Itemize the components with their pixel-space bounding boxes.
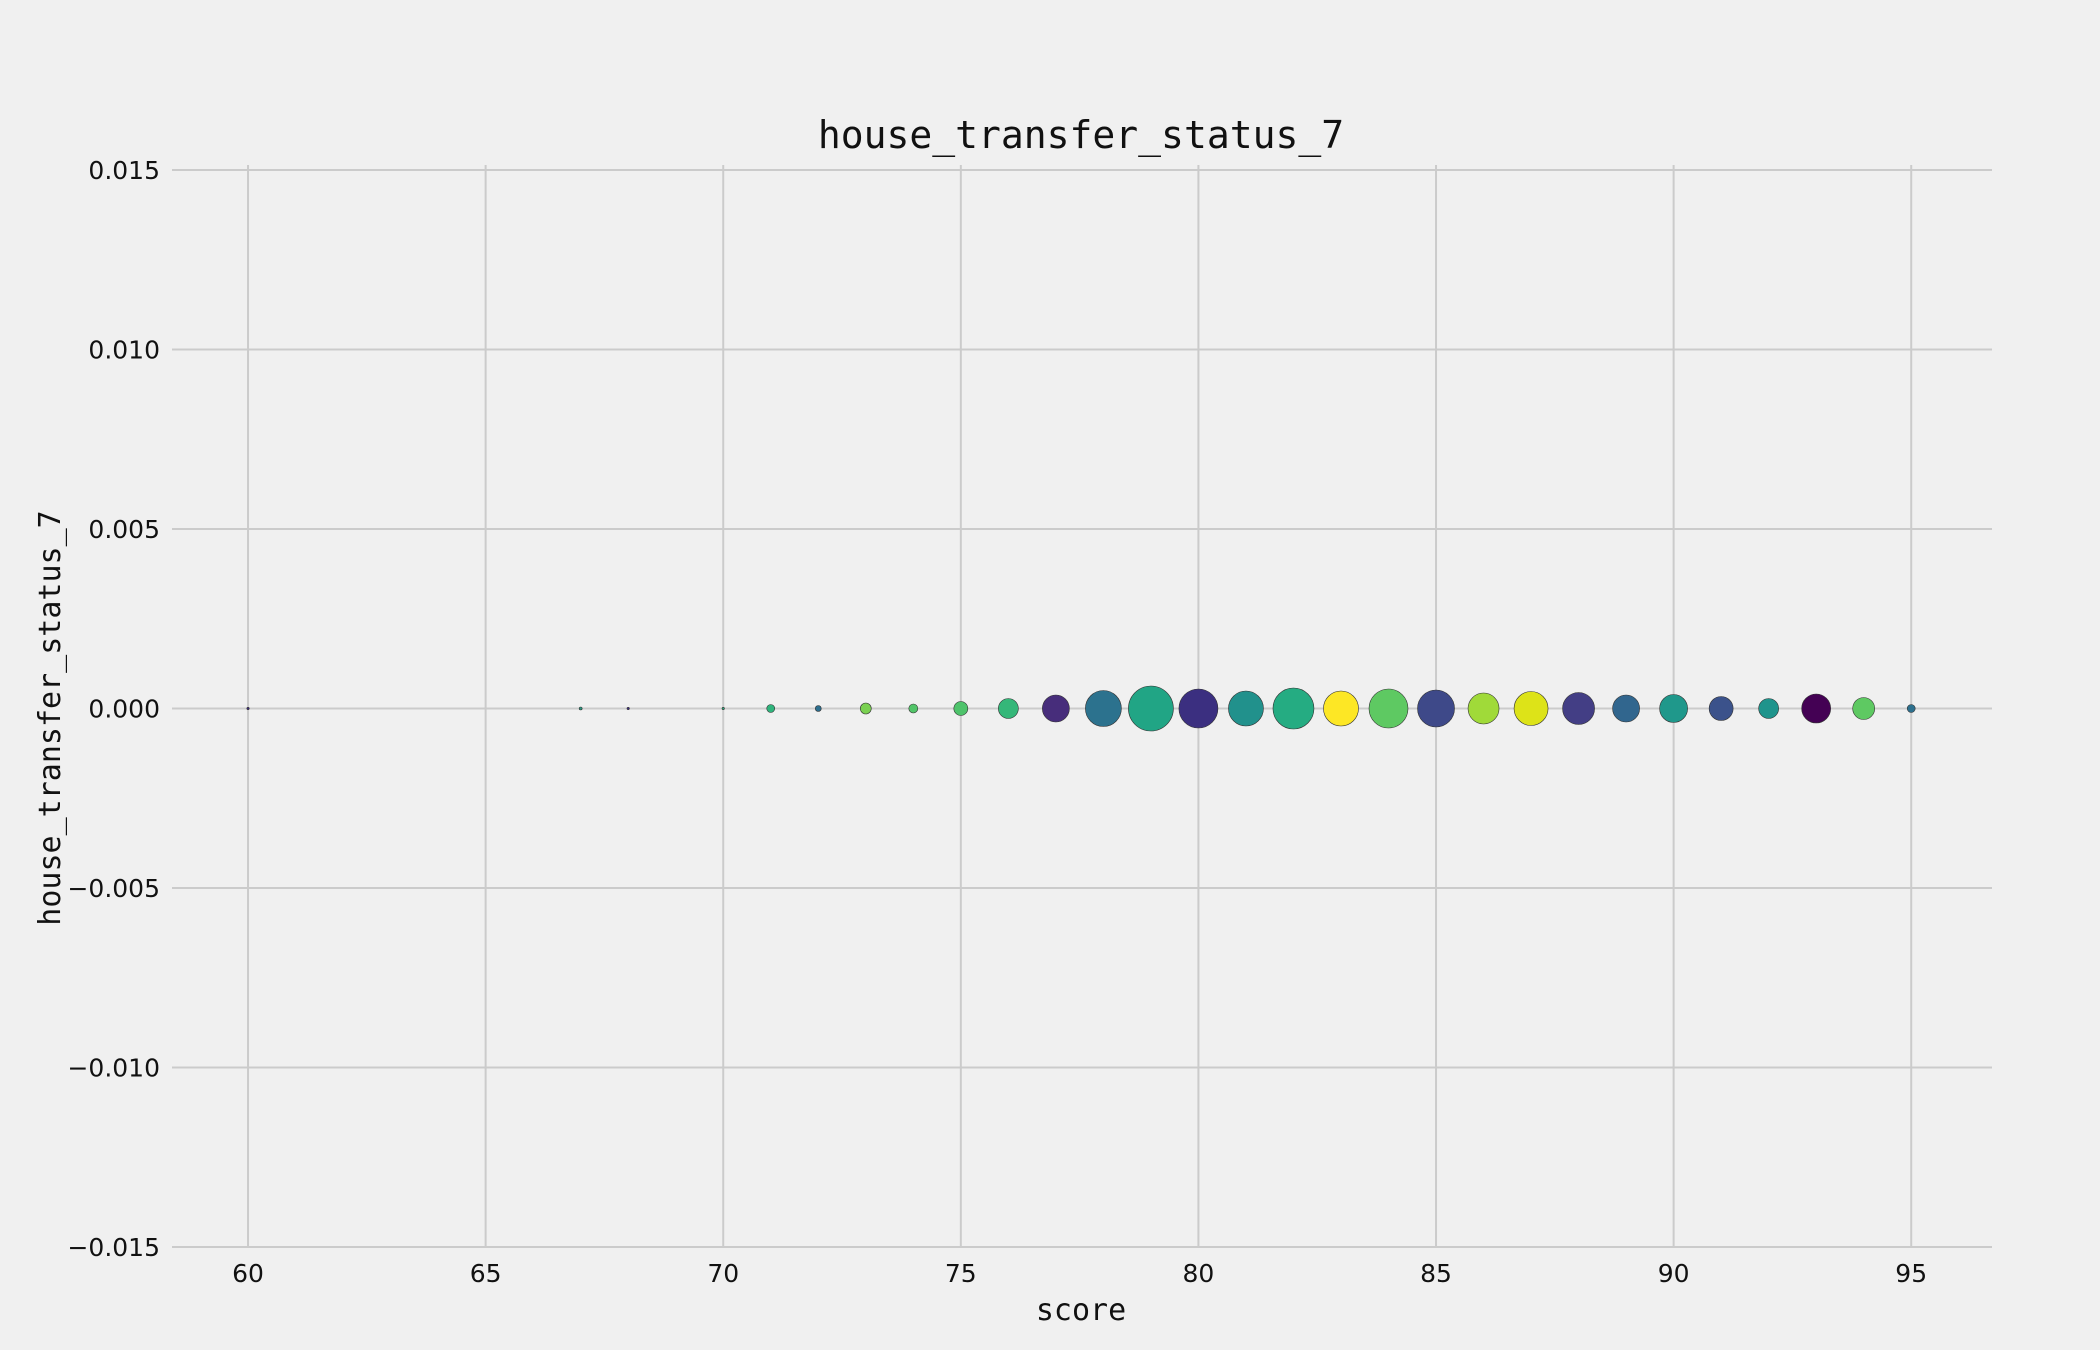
data-point <box>1128 685 1174 732</box>
data-point <box>766 704 776 713</box>
data-point <box>908 703 919 714</box>
data-point <box>953 701 969 716</box>
data-point <box>1708 696 1734 721</box>
data-point <box>1852 697 1875 720</box>
chart-title: house_transfer_status_7 <box>818 113 1344 158</box>
data-point <box>1906 704 1916 713</box>
data-point <box>1178 688 1219 729</box>
data-point <box>1323 690 1359 727</box>
data-point <box>1758 698 1779 719</box>
y-tick-label: 0.010 <box>88 336 160 365</box>
data-point <box>1562 692 1595 725</box>
data-point <box>1228 690 1264 727</box>
x-tick-label: 90 <box>1658 1259 1690 1288</box>
x-axis-label: score <box>1036 1293 1126 1328</box>
y-tick-label: 0.005 <box>88 515 160 544</box>
y-tick-label: 0.015 <box>88 156 160 185</box>
data-point <box>1042 694 1070 723</box>
data-point <box>1417 689 1455 728</box>
x-tick-label: 65 <box>470 1259 502 1288</box>
data-point <box>1801 693 1831 724</box>
y-tick-label: −0.015 <box>67 1233 160 1262</box>
tick-labels: 0.015 0.010 0.005 0.000 −0.005 −0.010 −0.015 60… <box>67 156 1927 1288</box>
x-tick-label: 95 <box>1895 1259 1927 1288</box>
data-point <box>626 706 630 710</box>
y-tick-label: −0.005 <box>67 874 160 903</box>
data-point <box>998 698 1019 719</box>
data-point <box>246 706 250 710</box>
x-tick-label: 80 <box>1183 1259 1215 1288</box>
data-point <box>578 706 583 711</box>
x-tick-label: 75 <box>945 1259 977 1288</box>
x-tick-label: 60 <box>232 1259 264 1288</box>
data-point <box>721 706 725 710</box>
data-point <box>1368 688 1409 729</box>
y-tick-label: 0.000 <box>88 695 160 724</box>
x-tick-label: 70 <box>707 1259 739 1288</box>
x-tick-label: 85 <box>1420 1259 1452 1288</box>
data-point <box>1513 691 1549 726</box>
data-point <box>814 705 822 712</box>
y-axis-label: house_transfer_status_7 <box>33 510 68 925</box>
data-point <box>859 702 872 715</box>
y-tick-label: −0.010 <box>67 1054 160 1083</box>
data-points <box>246 685 1916 732</box>
data-point <box>1085 690 1122 727</box>
data-point <box>1659 694 1688 723</box>
data-point <box>1612 694 1640 723</box>
data-point <box>1272 687 1315 730</box>
data-point <box>1467 692 1500 725</box>
